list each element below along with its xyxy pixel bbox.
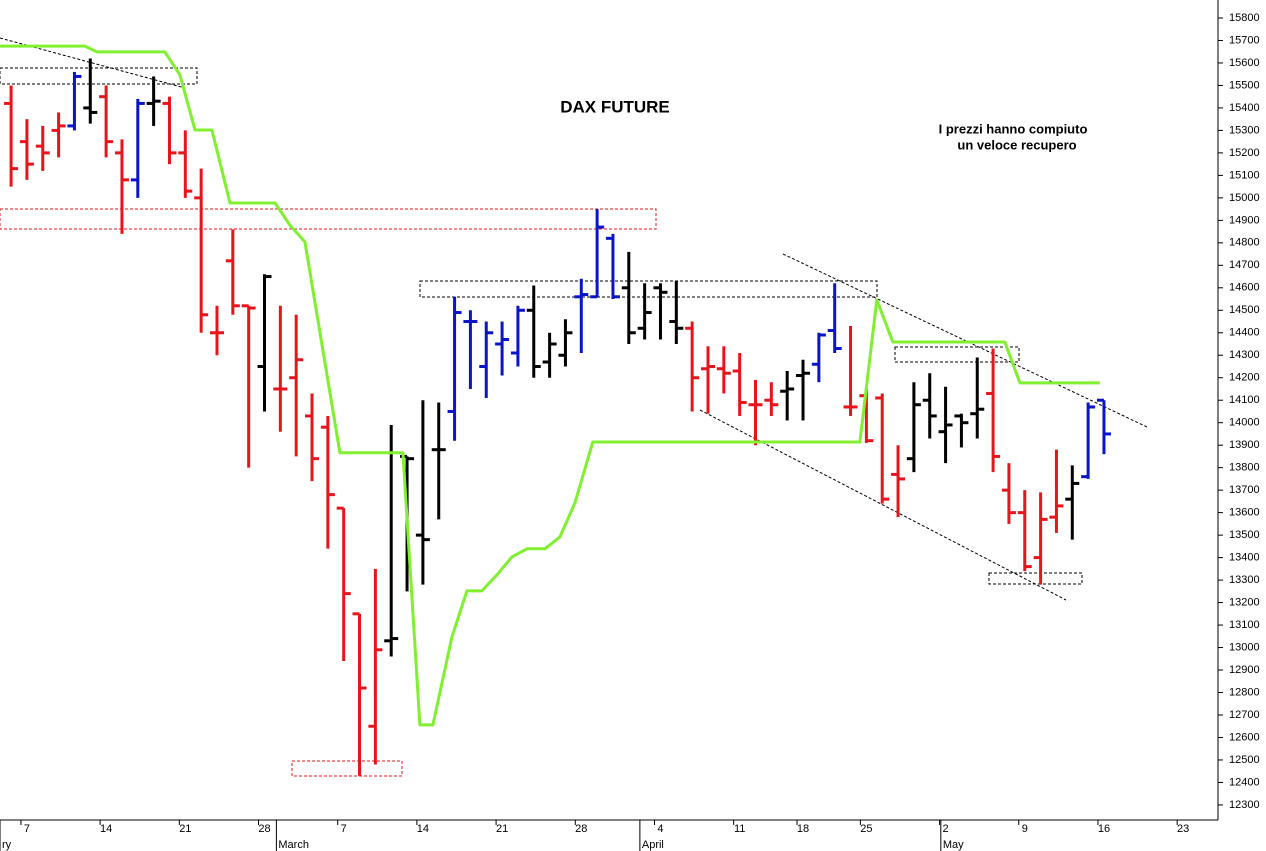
month-label: March — [278, 839, 309, 851]
y-tick-label: 12400 — [1229, 776, 1260, 788]
y-tick-label: 13900 — [1229, 439, 1260, 451]
y-tick-label: 14500 — [1229, 304, 1260, 316]
y-tick-label: 15400 — [1229, 102, 1260, 114]
y-tick-label: 14900 — [1229, 214, 1260, 226]
trend-line — [699, 409, 1067, 601]
y-tick-label: 13600 — [1229, 507, 1260, 519]
y-tick-label: 15200 — [1229, 147, 1260, 159]
x-tick-label: 18 — [797, 823, 809, 835]
y-tick-label: 12600 — [1229, 731, 1260, 743]
y-tick-label: 15100 — [1229, 169, 1260, 181]
chart-title: DAX FUTURE — [560, 97, 670, 116]
y-tick-label: 15000 — [1229, 192, 1260, 204]
overlay-line — [0, 44, 1100, 727]
y-tick-label: 14700 — [1229, 259, 1260, 271]
x-tick-label: 28 — [258, 823, 270, 835]
x-tick-label: 2 — [943, 823, 949, 835]
x-tick-label: 16 — [1098, 823, 1110, 835]
x-tick-label: 21 — [496, 823, 508, 835]
x-tick-label: 14 — [417, 823, 429, 835]
range-box — [0, 208, 657, 230]
range-box — [894, 346, 1020, 363]
y-tick-label: 14800 — [1229, 237, 1260, 249]
x-tick-label: 21 — [179, 823, 191, 835]
x-tick-label: 9 — [1022, 823, 1028, 835]
range-box — [988, 572, 1083, 585]
month-label: April — [642, 839, 664, 851]
y-tick-label: 15300 — [1229, 124, 1260, 136]
y-tick-label: 13200 — [1229, 596, 1260, 608]
y-tick-label: 15600 — [1229, 57, 1260, 69]
y-tick-label: 14300 — [1229, 349, 1260, 361]
x-tick-label: 14 — [100, 823, 112, 835]
x-tick-label: 4 — [657, 823, 663, 835]
y-tick-label: 13100 — [1229, 619, 1260, 631]
y-tick-label: 12500 — [1229, 754, 1260, 766]
month-label: ry — [2, 839, 12, 851]
y-tick-label: 15700 — [1229, 34, 1260, 46]
x-tick-label: 25 — [860, 823, 872, 835]
range-box — [419, 280, 878, 298]
x-tick-label: 23 — [1177, 823, 1189, 835]
y-tick-label: 12300 — [1229, 799, 1260, 811]
x-tick-label: 7 — [341, 823, 347, 835]
y-tick-label: 13500 — [1229, 529, 1260, 541]
annotation: un veloce recupero — [957, 137, 1076, 152]
y-tick-label: 13000 — [1229, 641, 1260, 653]
y-tick-label: 12900 — [1229, 664, 1260, 676]
y-tick-label: 14000 — [1229, 417, 1260, 429]
y-tick-label: 13400 — [1229, 552, 1260, 564]
y-tick-label: 15800 — [1229, 12, 1260, 24]
x-tick-label: 7 — [24, 823, 30, 835]
y-tick-label: 14600 — [1229, 282, 1260, 294]
y-tick-label: 14400 — [1229, 327, 1260, 339]
y-tick-label: 13800 — [1229, 462, 1260, 474]
y-tick-label: 14100 — [1229, 394, 1260, 406]
range-box — [0, 67, 198, 85]
y-tick-label: 13300 — [1229, 574, 1260, 586]
month-label: May — [943, 839, 964, 851]
annotation: I prezzi hanno compiuto — [939, 121, 1088, 136]
x-tick-label: 28 — [575, 823, 587, 835]
y-tick-label: 13700 — [1229, 484, 1260, 496]
y-tick-label: 12700 — [1229, 709, 1260, 721]
y-tick-label: 12800 — [1229, 686, 1260, 698]
range-box — [291, 760, 403, 777]
y-tick-label: 14200 — [1229, 372, 1260, 384]
y-tick-label: 15500 — [1229, 79, 1260, 91]
x-tick-label: 11 — [734, 823, 745, 835]
